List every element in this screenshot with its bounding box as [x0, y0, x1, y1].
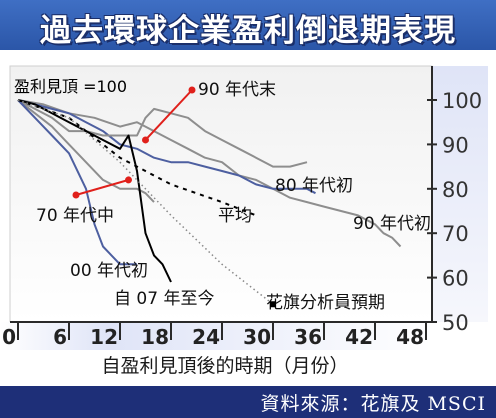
series-label-90年代末: 90 年代末	[198, 80, 276, 100]
chart-title: 過去環球企業盈利倒退期表現	[40, 13, 456, 49]
series-line-90年代末	[17, 99, 308, 168]
annotation-dot	[188, 86, 196, 94]
annotation-leader	[75, 178, 129, 196]
series-line-90年代初	[17, 99, 402, 248]
y-axis-band	[432, 66, 488, 322]
series-label-自07年至今: 自 07 年至今	[114, 289, 214, 309]
x-tick-label: 24	[192, 325, 220, 349]
x-tick-label: 0	[2, 325, 16, 349]
series-label-70年代中: 70 年代中	[36, 206, 114, 226]
title-band: 過去環球企業盈利倒退期表現	[0, 0, 496, 50]
annotation-dot	[125, 176, 132, 184]
y-tick-label: 70	[442, 222, 469, 246]
x-tick-label: 48	[396, 325, 424, 349]
x-tick-label: 18	[141, 325, 169, 349]
source-credit: 資料來源：花旗及 MSCI	[260, 393, 486, 415]
x-tick-label: 42	[345, 325, 373, 349]
annotation-leader	[144, 89, 193, 141]
series-line-自07年至今	[17, 99, 172, 283]
series-label-00年代初: 00 年代初	[70, 261, 148, 281]
source-band: 資料來源：花旗及 MSCI	[0, 386, 496, 418]
x-axis-band	[0, 322, 432, 350]
x-tick-label: 30	[243, 325, 271, 349]
series-label-花旗分析員預期: 花旗分析員預期	[266, 293, 385, 313]
series-line-00年代初	[17, 99, 137, 266]
series-line-70年代中	[17, 99, 155, 203]
x-axis-title: 自盈利見頂後的時期（月份）	[101, 355, 348, 377]
series-line-花旗分析員預期	[17, 99, 274, 305]
y-axis-note: 盈利見頂 =100	[14, 77, 127, 96]
x-tick-label: 6	[53, 325, 67, 349]
annotation-dot	[72, 191, 80, 199]
series-label-90年代初: 90 年代初	[353, 214, 431, 234]
annotation-dot	[142, 136, 149, 144]
y-tick-label: 80	[442, 178, 469, 202]
y-tick-label: 60	[442, 267, 469, 291]
series-line-80年代初	[17, 99, 316, 195]
series-label-80年代初: 80 年代初	[275, 176, 353, 196]
y-tick-label: 50	[442, 311, 469, 335]
series-label-平均: 平均	[218, 206, 252, 226]
forecast-endpoint-marker	[270, 301, 276, 308]
x-tick-label: 36	[294, 325, 322, 349]
y-tick-label: 90	[442, 133, 469, 157]
y-tick-label: 100	[442, 89, 482, 113]
x-tick-label: 12	[90, 325, 118, 349]
